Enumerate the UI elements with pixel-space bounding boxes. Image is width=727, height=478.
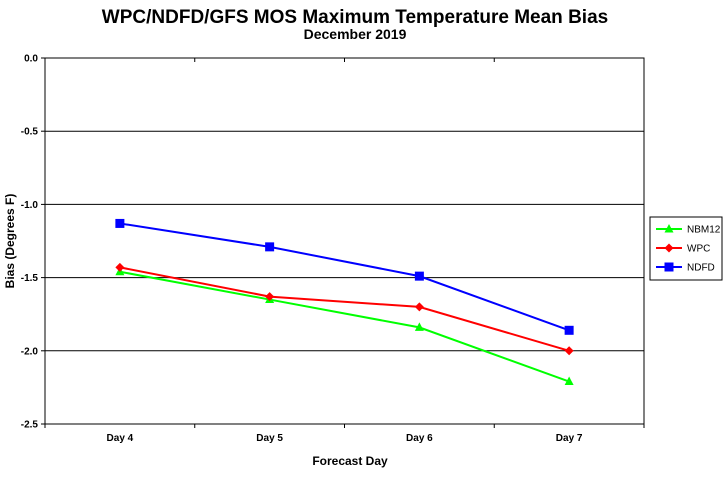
series-line-nbm12 <box>119 270 570 383</box>
y-tick-label: -0.5 <box>21 127 39 138</box>
gridlines <box>45 130 644 352</box>
data-point-ndfd <box>564 325 574 335</box>
chart-title: WPC/NDFD/GFS MOS Maximum Temperature Mea… <box>102 7 608 28</box>
legend: NBM12 WPC NDFD <box>649 216 723 281</box>
series-group <box>115 218 574 386</box>
data-point-wpc <box>414 302 424 312</box>
x-axis-ticks: Day 4 Day 5 Day 6 Day 7 <box>44 58 645 444</box>
y-tick-label: -1.5 <box>21 273 39 284</box>
x-tick-label: Day 5 <box>256 433 283 444</box>
x-tick-label: Day 4 <box>107 433 134 444</box>
y-tick-label: 0.0 <box>24 54 38 65</box>
y-tick-label: -2.5 <box>21 420 39 431</box>
data-point-ndfd <box>115 218 125 228</box>
y-axis-label: Bias (Degrees F) <box>3 194 17 289</box>
data-point-nbm12 <box>414 322 424 331</box>
x-axis-label: Forecast Day <box>312 454 388 468</box>
data-point-wpc <box>564 346 574 356</box>
x-tick-label: Day 7 <box>556 433 583 444</box>
legend-marker-wpc <box>664 243 674 253</box>
plot-area <box>44 57 645 425</box>
series-line-wpc <box>119 266 570 352</box>
y-axis-ticks: 0.0 -0.5 -1.0 -1.5 -2.0 -2.5 <box>21 54 45 431</box>
data-point-wpc <box>115 262 125 272</box>
legend-marker-nbm12 <box>664 224 674 233</box>
chart-subtitle: December 2019 <box>304 26 407 42</box>
legend-label-nbm12: NBM12 <box>687 225 721 236</box>
data-point-nbm12 <box>564 376 574 386</box>
data-point-ndfd <box>265 242 275 252</box>
legend-label-wpc: WPC <box>687 244 710 255</box>
data-point-ndfd <box>414 271 424 281</box>
legend-marker-ndfd <box>664 262 674 272</box>
data-point-wpc <box>265 292 275 302</box>
y-tick-label: -2.0 <box>21 346 39 357</box>
legend-label-ndfd: NDFD <box>687 263 715 274</box>
y-tick-label: -1.0 <box>21 200 39 211</box>
x-tick-label: Day 6 <box>406 433 433 444</box>
series-line-ndfd <box>119 222 570 332</box>
